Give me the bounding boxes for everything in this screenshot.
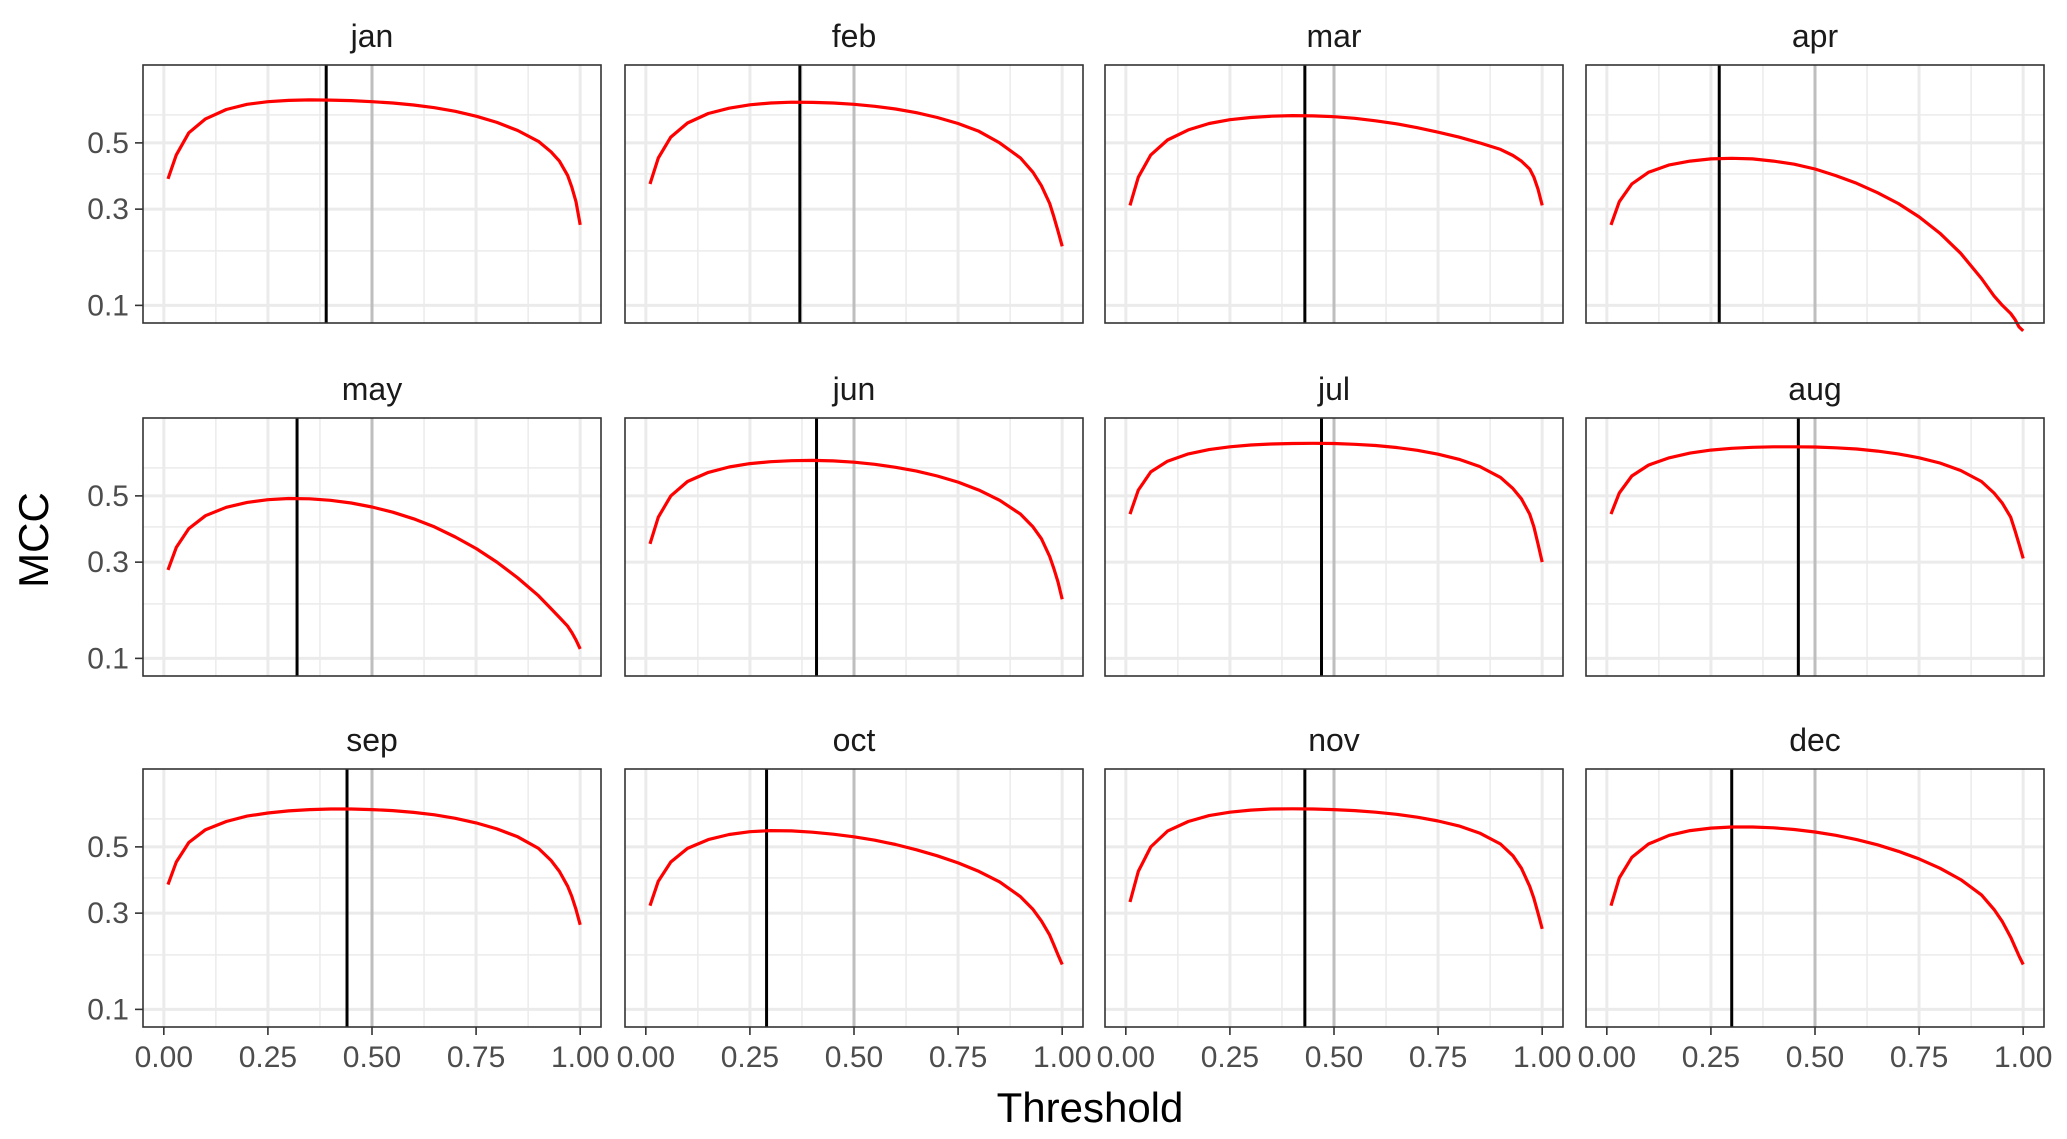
- x-tick-label: 0.25: [1682, 1041, 1740, 1074]
- panel-oct: oct 0.00 0.25 0.50 0.75 1.00: [617, 722, 1092, 1074]
- mcc-curve-feb: [648, 100, 1064, 247]
- panel-border: [624, 417, 1084, 677]
- x-tick-label: 0.00: [617, 1041, 675, 1074]
- panel-title: nov: [1308, 722, 1360, 758]
- mcc-curve-aug: [1609, 445, 2025, 559]
- x-tick-label: 0.50: [1786, 1041, 1844, 1074]
- panel-title: may: [342, 371, 402, 407]
- panel-jan: jan 0.1 0.3 0.5: [87, 18, 602, 324]
- panel-title: apr: [1792, 18, 1839, 54]
- panel-title: jun: [832, 371, 876, 407]
- mcc-curve-oct: [648, 829, 1064, 966]
- panel-border: [1585, 417, 2045, 677]
- panel-border: [142, 417, 602, 677]
- x-tick-label: 0.50: [1305, 1041, 1363, 1074]
- y-tick-label: 0.3: [87, 897, 129, 930]
- panel-dec: dec 0.00 0.25 0.50 0.75 1.00: [1578, 722, 2053, 1074]
- panel-may: may 0.1 0.3 0.5: [87, 371, 602, 677]
- panel-border: [1104, 417, 1564, 677]
- panel-border: [1585, 64, 2045, 324]
- y-tick-label: 0.1: [87, 993, 129, 1026]
- mcc-curve-may: [166, 496, 582, 650]
- y-tick-label: 0.5: [87, 480, 129, 513]
- x-tick-label: 0.75: [447, 1041, 505, 1074]
- y-tick-label: 0.3: [87, 546, 129, 579]
- panel-title: dec: [1789, 722, 1841, 758]
- y-tick-label: 0.5: [87, 831, 129, 864]
- mcc-curve-jun: [648, 458, 1064, 600]
- panel-title: aug: [1788, 371, 1841, 407]
- y-tick-label: 0.3: [87, 193, 129, 226]
- y-tick-label: 0.1: [87, 289, 129, 322]
- x-tick-label: 0.25: [239, 1041, 297, 1074]
- panel-title: mar: [1306, 18, 1361, 54]
- panel-feb: feb: [624, 18, 1084, 324]
- x-tick-label: 0.00: [135, 1041, 193, 1074]
- x-tick-label: 1.00: [551, 1041, 609, 1074]
- panel-border: [1104, 64, 1564, 324]
- panel-title: sep: [346, 722, 398, 758]
- panel-title: feb: [832, 18, 876, 54]
- panel-title: jan: [350, 18, 394, 54]
- x-tick-label: 0.00: [1578, 1041, 1636, 1074]
- mcc-curve-nov: [1128, 807, 1544, 930]
- x-tick-label: 0.50: [343, 1041, 401, 1074]
- x-tick-label: 0.00: [1097, 1041, 1155, 1074]
- panel-jul: jul: [1104, 371, 1564, 677]
- x-tick-label: 1.00: [1513, 1041, 1571, 1074]
- panel-sep: sep 0.1 0.3 0.5 0.00 0.25 0.50 0.75 1.00: [87, 722, 609, 1074]
- panel-mar: mar: [1104, 18, 1564, 324]
- x-tick-label: 1.00: [1994, 1041, 2052, 1074]
- mcc-curve-dec: [1609, 825, 2025, 966]
- panel-border: [142, 64, 602, 324]
- mcc-curve-jul: [1128, 441, 1544, 563]
- x-tick-label: 0.75: [929, 1041, 987, 1074]
- mcc-curve-mar: [1128, 114, 1544, 206]
- mcc-curve-jan: [166, 98, 582, 226]
- mcc-curve-apr: [1609, 156, 2025, 333]
- panel-aug: aug: [1585, 371, 2045, 677]
- x-tick-label: 0.50: [825, 1041, 883, 1074]
- panel-title: oct: [833, 722, 876, 758]
- panel-title: jul: [1317, 371, 1350, 407]
- x-tick-label: 0.25: [1201, 1041, 1259, 1074]
- mcc-curve-sep: [166, 807, 582, 926]
- panel-border: [624, 64, 1084, 324]
- y-axis-title: MCC: [10, 492, 57, 588]
- y-tick-label: 0.1: [87, 642, 129, 675]
- panel-apr: apr: [1585, 18, 2045, 333]
- x-tick-label: 0.75: [1409, 1041, 1467, 1074]
- x-tick-label: 1.00: [1033, 1041, 1091, 1074]
- panel-nov: nov 0.00 0.25 0.50 0.75 1.00: [1097, 722, 1572, 1074]
- panel-jun: jun: [624, 371, 1084, 677]
- x-tick-label: 0.75: [1890, 1041, 1948, 1074]
- y-tick-label: 0.5: [87, 127, 129, 160]
- x-tick-label: 0.25: [721, 1041, 779, 1074]
- x-axis-title: Threshold: [997, 1084, 1184, 1131]
